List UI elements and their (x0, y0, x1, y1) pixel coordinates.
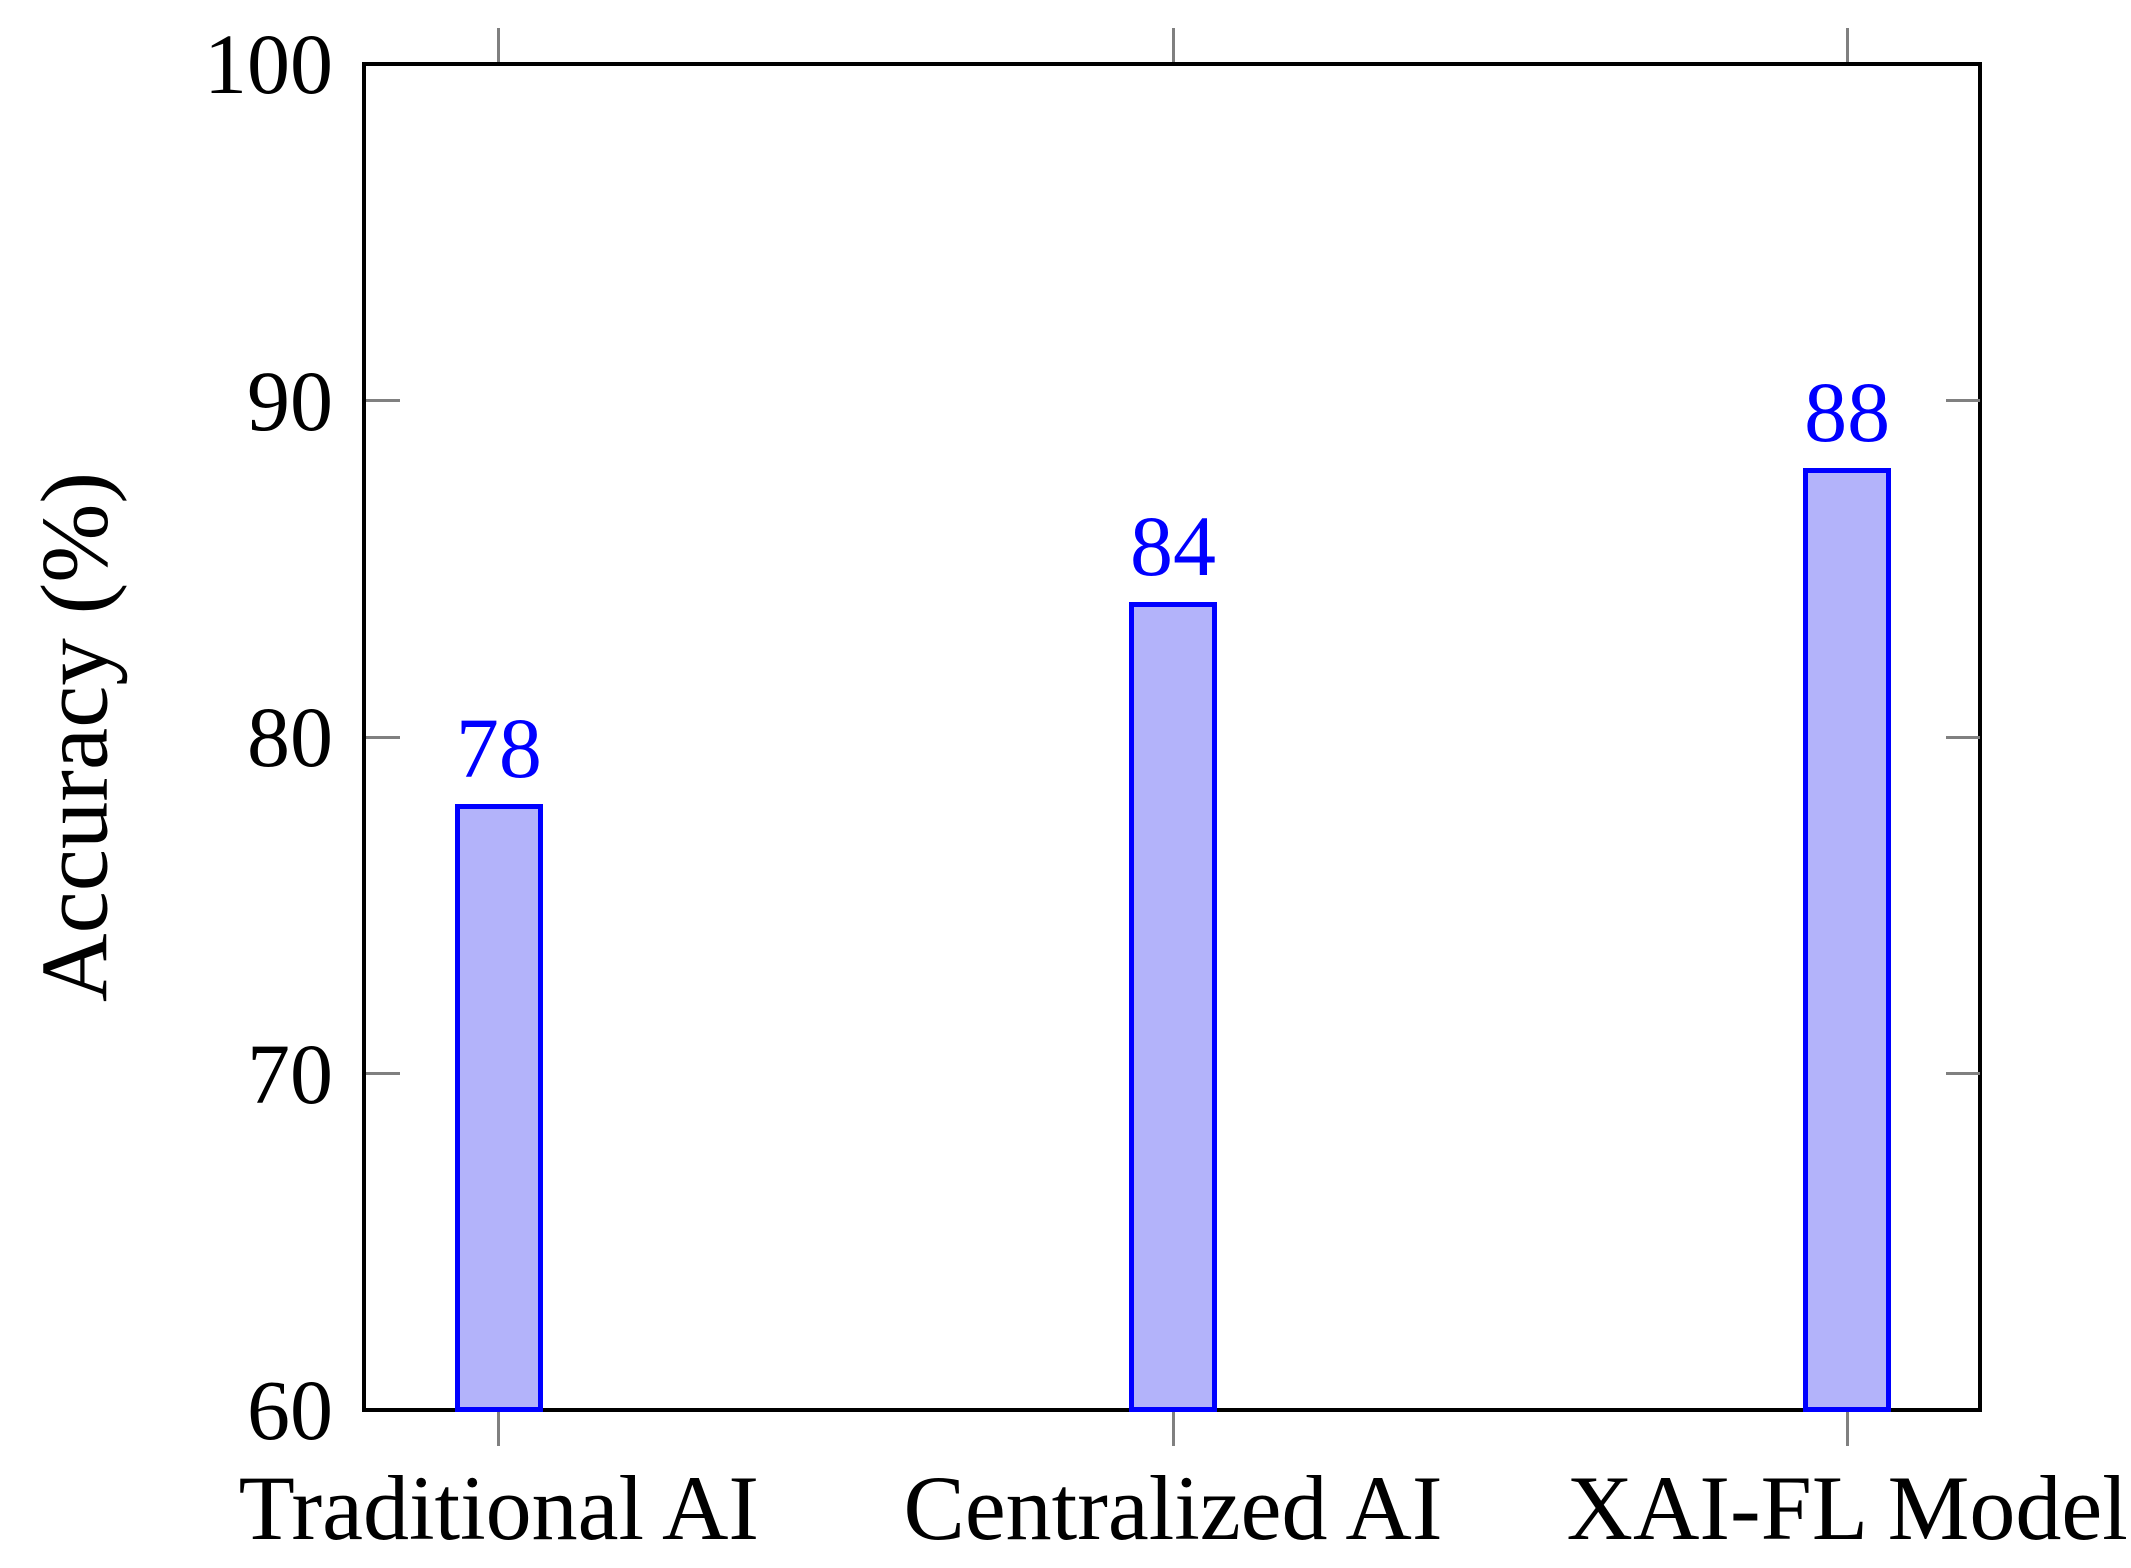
x-tick-mark-bottom (1845, 1412, 1849, 1446)
x-category-label: Centralized AI (903, 1457, 1443, 1559)
y-tick-mark-left (366, 735, 400, 739)
x-tick-mark-bottom (1171, 1412, 1175, 1446)
bar-traditional-ai (454, 804, 543, 1412)
y-tick-label: 80 (247, 689, 333, 785)
y-tick-label: 70 (247, 1025, 333, 1122)
y-tick-label: 100 (204, 16, 333, 112)
x-category-label: Traditional AI (238, 1457, 760, 1559)
y-tick-mark-right (1946, 399, 1980, 402)
x-tick-mark-top (1845, 28, 1849, 62)
bar-xai-fl-model (1803, 467, 1892, 1412)
bar-centralized-ai (1129, 602, 1217, 1412)
bar-value-label: 84 (1130, 498, 1216, 595)
y-tick-mark-left (366, 1072, 400, 1075)
y-tick-mark-right (1946, 1072, 1980, 1075)
bar-value-label: 88 (1804, 363, 1891, 460)
x-tick-mark-top (497, 28, 501, 62)
x-category-label: XAI-FL Model (1566, 1457, 2128, 1559)
x-tick-mark-bottom (497, 1412, 501, 1446)
y-tick-label: 60 (247, 1362, 333, 1458)
y-tick-mark-right (1946, 735, 1980, 739)
y-tick-label: 90 (247, 352, 333, 449)
bar-value-label: 78 (455, 700, 542, 797)
y-tick-mark-left (366, 399, 400, 402)
x-tick-mark-top (1171, 28, 1175, 62)
